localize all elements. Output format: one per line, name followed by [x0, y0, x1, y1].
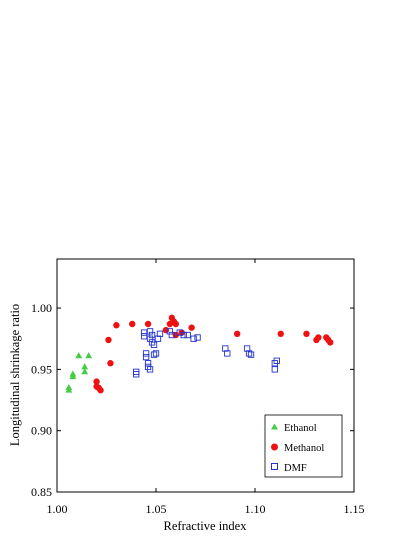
ethanol-point [81, 363, 89, 370]
x-tick-label: 1.10 [245, 502, 266, 516]
dmf-point [180, 331, 187, 339]
dmf-point [150, 351, 158, 358]
methanol-point [315, 334, 322, 341]
x-axis-label: Refractive index [164, 519, 248, 533]
dmf-point [142, 353, 150, 361]
methanol-point [144, 320, 152, 328]
dmf-point [156, 330, 164, 337]
methanol-point [327, 339, 334, 346]
dmf-point [168, 331, 175, 339]
x-tick-label: 1.05 [146, 502, 167, 516]
y-tick-label: 0.90 [31, 424, 52, 438]
dmf-point [148, 331, 156, 339]
dmf-point [146, 335, 154, 342]
dmf-point [133, 371, 140, 378]
methanol-point [172, 320, 179, 328]
dmf-point [152, 350, 160, 357]
dmf-point [222, 345, 229, 352]
methanol-point [93, 378, 100, 385]
methanol-point [97, 387, 104, 394]
data-points [65, 314, 334, 394]
methanol-point [107, 360, 114, 367]
ethanol-point [69, 370, 77, 377]
legend-marker-ethanol [271, 423, 278, 430]
legend-label-methanol: Methanol [284, 443, 324, 454]
ethanol-point [85, 352, 93, 359]
methanol-point [113, 322, 120, 329]
methanol-point [233, 330, 241, 338]
dmf-point [194, 334, 201, 341]
x-axis-ticks: 1.00 1.05 1.10 1.15 [47, 259, 365, 516]
dmf-point [140, 333, 148, 340]
dmf-point [184, 331, 191, 339]
legend-label-ethanol: Ethanol [284, 423, 317, 434]
legend-label-dmf: DMF [284, 463, 307, 474]
legend-marker-methanol [271, 443, 278, 451]
y-tick-label: 1.00 [31, 301, 52, 315]
ethanol-point [81, 368, 89, 375]
methanol-point [129, 320, 136, 328]
dmf-point [271, 366, 278, 373]
dmf-point [190, 335, 197, 342]
x-tick-label: 1.15 [344, 502, 365, 516]
methanol-point [162, 326, 170, 334]
methanol-point [303, 330, 310, 338]
y-tick-label: 0.95 [31, 362, 52, 376]
dmf-point [140, 329, 148, 336]
dmf-point [247, 351, 255, 358]
y-axis-label: Longitudinal shrinkage ratio [8, 304, 22, 446]
x-tick-label: 1.00 [47, 502, 68, 516]
dmf-point [146, 366, 154, 373]
dmf-point [166, 328, 174, 335]
y-tick-label: 0.85 [31, 485, 52, 499]
methanol-point [188, 324, 195, 331]
dmf-point [245, 350, 253, 357]
methanol-point [105, 336, 112, 344]
dmf-point [273, 357, 280, 364]
dmf-point [150, 341, 158, 348]
y-axis-ticks: 0.85 0.90 0.95 1.00 [31, 301, 354, 499]
legend: Ethanol Methanol DMF [264, 414, 343, 478]
dmf-point [243, 345, 251, 352]
legend-marker-dmf [271, 463, 278, 470]
dmf-point [224, 350, 231, 357]
plot-frame [56, 258, 355, 493]
dmf-point [154, 335, 162, 342]
ethanol-point [65, 383, 73, 391]
dmf-point [144, 360, 152, 367]
methanol-point [277, 330, 284, 338]
dmf-point [146, 328, 154, 335]
ethanol-point [75, 352, 83, 359]
dmf-point [142, 350, 150, 357]
